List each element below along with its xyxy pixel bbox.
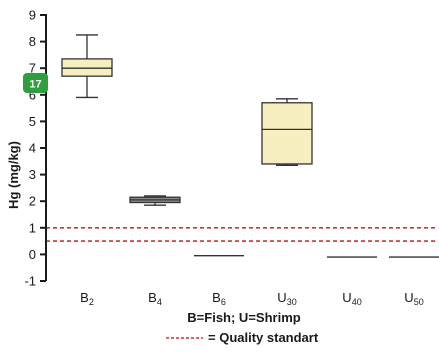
y-tick-label: 9 <box>29 8 36 23</box>
y-tick-label: 1 <box>29 220 36 235</box>
x-categories-layer: B2 B4 B6 U30 U40 U50 <box>80 290 424 307</box>
box-iqr <box>61 58 113 77</box>
x-category-label: U40 <box>342 290 361 307</box>
box-1 <box>61 34 113 99</box>
badge-background <box>23 73 48 93</box>
y-tick-label: 0 <box>29 247 36 262</box>
x-category-label: U50 <box>404 290 423 307</box>
box-4 <box>261 98 313 166</box>
box-2 <box>129 195 181 206</box>
y-tick-label: 2 <box>29 194 36 209</box>
box-iqr <box>261 102 313 165</box>
legend-caption: B=Fish; U=Shrimp <box>187 310 300 325</box>
boxes-layer <box>61 34 439 258</box>
x-category-label: B2 <box>80 290 94 307</box>
y-ticks-layer: -1 0 1 2 3 4 5 6 7 8 9 <box>24 8 46 289</box>
y-tick-label: 5 <box>29 114 36 129</box>
y-tick-label: 4 <box>29 141 36 156</box>
value-badge: 17 <box>23 73 48 93</box>
badge-label: 17 <box>29 79 41 91</box>
y-tick-label: 6 <box>29 87 36 102</box>
y-tick-label: 7 <box>29 61 36 76</box>
legend-quality-label: = Quality standart <box>208 330 319 345</box>
x-category-label: U30 <box>277 290 296 307</box>
x-category-label: B6 <box>212 290 226 307</box>
y-axis-label: Hg (mg/kg) <box>6 141 21 209</box>
reference-lines-layer <box>46 227 436 242</box>
y-tick-label: 3 <box>29 167 36 182</box>
y-tick-label: 8 <box>29 34 36 49</box>
x-category-label: B4 <box>148 290 162 307</box>
y-tick-label: -1 <box>24 274 36 289</box>
legend-quality-standard: = Quality standart <box>166 330 319 345</box>
